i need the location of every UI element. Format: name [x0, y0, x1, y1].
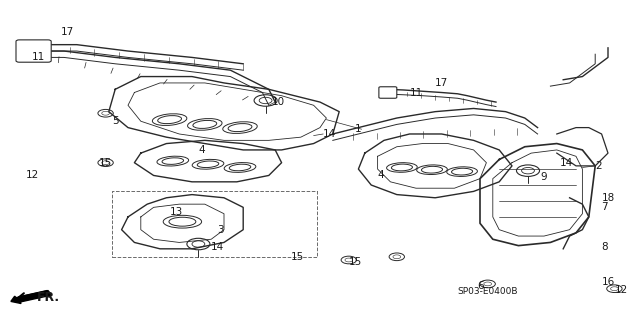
Text: 11: 11: [32, 52, 45, 63]
Text: 14: 14: [211, 242, 225, 252]
Text: 12: 12: [26, 170, 39, 181]
Text: 7: 7: [602, 202, 608, 212]
Text: 8: 8: [602, 242, 608, 252]
Text: 17: 17: [61, 27, 74, 37]
Text: 11: 11: [410, 87, 423, 98]
Text: 3: 3: [218, 225, 224, 235]
Text: 4: 4: [198, 145, 205, 155]
Text: 15: 15: [99, 158, 113, 168]
Text: 18: 18: [602, 193, 615, 203]
Text: 15: 15: [349, 256, 362, 267]
Text: 16: 16: [602, 277, 615, 287]
Text: 1: 1: [355, 124, 362, 134]
Text: 5: 5: [112, 116, 118, 126]
Text: 9: 9: [541, 172, 547, 182]
Text: 4: 4: [378, 170, 384, 181]
Text: 12: 12: [614, 285, 628, 295]
FancyBboxPatch shape: [379, 87, 397, 98]
Text: 17: 17: [435, 78, 449, 88]
Text: 10: 10: [272, 97, 285, 107]
Text: 6: 6: [477, 280, 483, 291]
FancyArrow shape: [11, 291, 52, 303]
Text: 14: 14: [323, 129, 337, 139]
Text: 13: 13: [170, 207, 183, 217]
Text: 14: 14: [560, 158, 573, 168]
Text: 15: 15: [291, 252, 305, 262]
Text: 2: 2: [595, 161, 602, 171]
Text: FR.: FR.: [37, 291, 60, 304]
Text: SP03-E0400B: SP03-E0400B: [458, 287, 518, 296]
FancyBboxPatch shape: [16, 40, 51, 62]
